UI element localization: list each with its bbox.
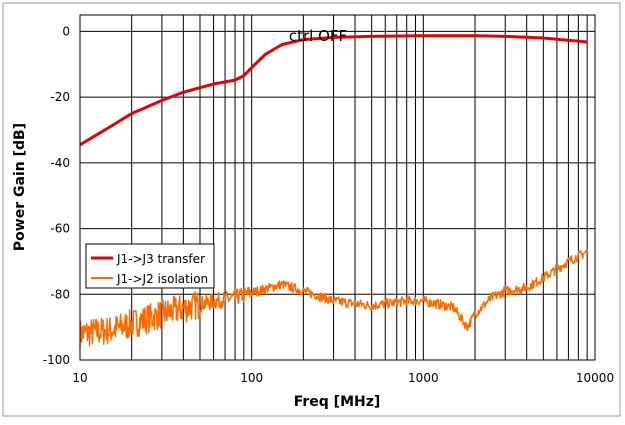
y-tick-label: -100 bbox=[43, 353, 70, 367]
x-tick-label: 10000 bbox=[576, 371, 614, 385]
series-line-transfer bbox=[79, 34, 588, 147]
x-tick-label: 10 bbox=[72, 371, 87, 385]
series-layer bbox=[79, 34, 588, 349]
y-tick-label: -80 bbox=[50, 287, 70, 301]
y-tick-label: 0 bbox=[62, 24, 70, 38]
chart-annotation: ctrl OFF bbox=[289, 27, 347, 45]
y-tick-label: -40 bbox=[50, 156, 70, 170]
legend-label-transfer: J1->J3 transfer bbox=[116, 252, 205, 266]
y-axis-label: Power Gain [dB] bbox=[12, 123, 28, 251]
y-tick-labels: 0 -20 -40 -60 -80 -100 bbox=[43, 24, 70, 367]
x-axis-label: Freq [MHz] bbox=[294, 394, 381, 410]
legend-box bbox=[85, 243, 215, 289]
chart-frame bbox=[2, 2, 621, 417]
x-tick-label: 100 bbox=[240, 371, 263, 385]
legend: J1->J3 transfer J1->J2 isolation bbox=[85, 243, 215, 289]
plot-area-border bbox=[79, 14, 596, 361]
y-tick-label: -20 bbox=[50, 90, 70, 104]
y-tick-label: -60 bbox=[50, 222, 70, 236]
legend-label-isolation: J1->J2 isolation bbox=[116, 272, 208, 286]
series-line-isolation bbox=[79, 249, 588, 349]
x-tick-label: 1000 bbox=[408, 371, 439, 385]
x-tick-labels: 10 100 1000 10000 bbox=[72, 371, 614, 385]
